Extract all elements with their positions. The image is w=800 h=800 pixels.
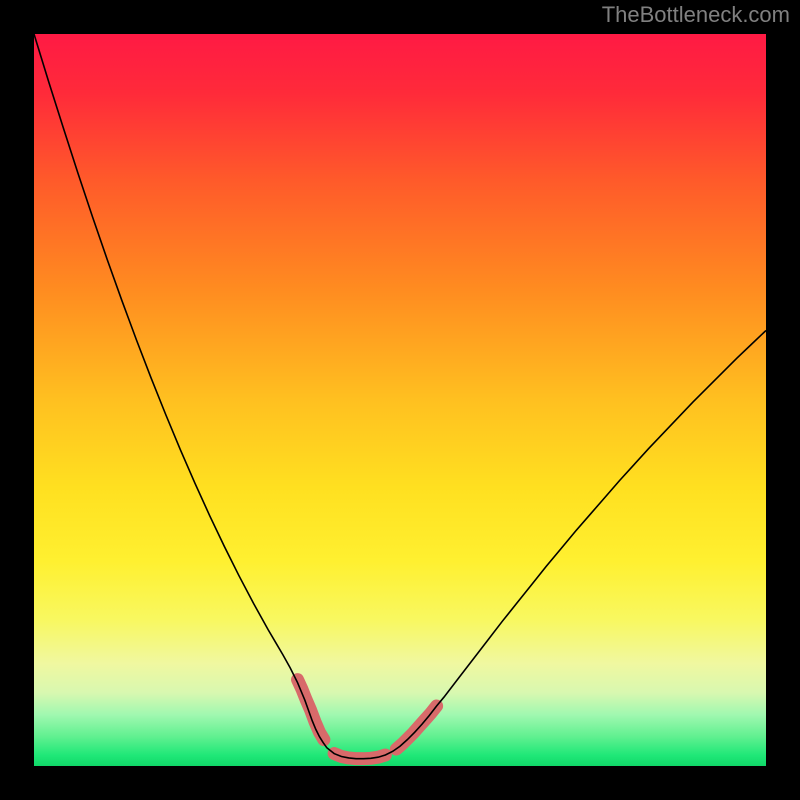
watermark-text: TheBottleneck.com (602, 2, 790, 28)
gradient-background (34, 34, 766, 766)
plot-area (34, 34, 766, 766)
chart-stage: TheBottleneck.com (0, 0, 800, 800)
bottleneck-chart-svg (34, 34, 766, 766)
